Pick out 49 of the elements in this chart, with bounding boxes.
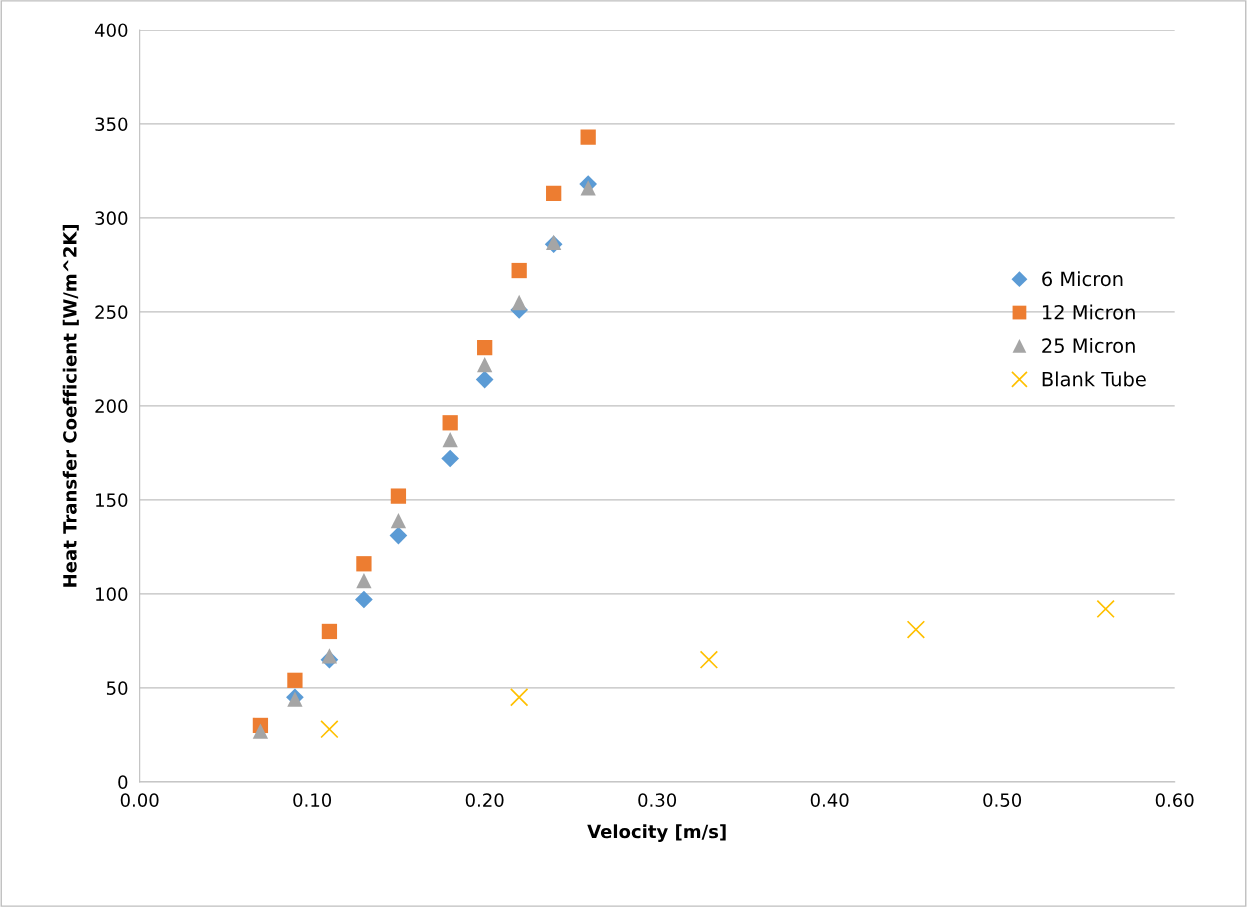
x-tick-label: 0.50 (983, 793, 1022, 807)
point (355, 590, 373, 609)
legend-label: 25 Micron (1042, 337, 1135, 354)
point (389, 526, 408, 545)
point (477, 339, 493, 356)
point (475, 370, 494, 389)
y-tick-label: 300 (95, 211, 128, 226)
point (1096, 599, 1115, 619)
x-tick-label: 0.30 (638, 793, 677, 807)
x-tick-label: 0.00 (120, 793, 159, 807)
point (320, 720, 339, 739)
point (511, 262, 527, 279)
x-axis-title: Velocity [m/s] (587, 824, 726, 842)
point (442, 415, 458, 431)
y-tick-label: 350 (95, 117, 128, 132)
point (442, 432, 458, 448)
point (390, 488, 407, 504)
point (252, 723, 269, 739)
y-tick-label: 0 (118, 775, 128, 789)
x-tick-label: 0.40 (810, 793, 849, 807)
x-tick-label: 0.10 (293, 793, 332, 807)
y-tick-label: 200 (95, 399, 128, 413)
x-tick-label: 0.20 (465, 793, 504, 807)
point (699, 650, 719, 669)
point (477, 356, 493, 373)
point (441, 449, 460, 468)
point (356, 573, 372, 589)
legend-label: 6 Micron (1042, 271, 1123, 287)
x-tick-label: 0.60 (1155, 793, 1194, 807)
legend-label: Blank Tube (1042, 371, 1146, 387)
point (546, 185, 562, 202)
point (356, 556, 372, 572)
point (390, 512, 407, 529)
y-tick-label: 150 (96, 493, 128, 507)
legend-label: 12 Micron (1042, 304, 1135, 320)
point (321, 648, 338, 664)
y-tick-label: 50 (106, 681, 128, 695)
point (321, 623, 338, 640)
point (287, 672, 303, 688)
y-tick-label: 250 (95, 305, 128, 320)
point (580, 129, 596, 145)
y-axis-title: Heat Transfer Coefficient [W/m^2K] (62, 224, 79, 587)
y-tick-label: 100 (96, 587, 128, 601)
point (511, 294, 527, 311)
point (509, 688, 529, 707)
point (546, 234, 562, 250)
y-tick-label: 400 (94, 23, 128, 38)
point (580, 180, 596, 196)
point (906, 620, 926, 639)
